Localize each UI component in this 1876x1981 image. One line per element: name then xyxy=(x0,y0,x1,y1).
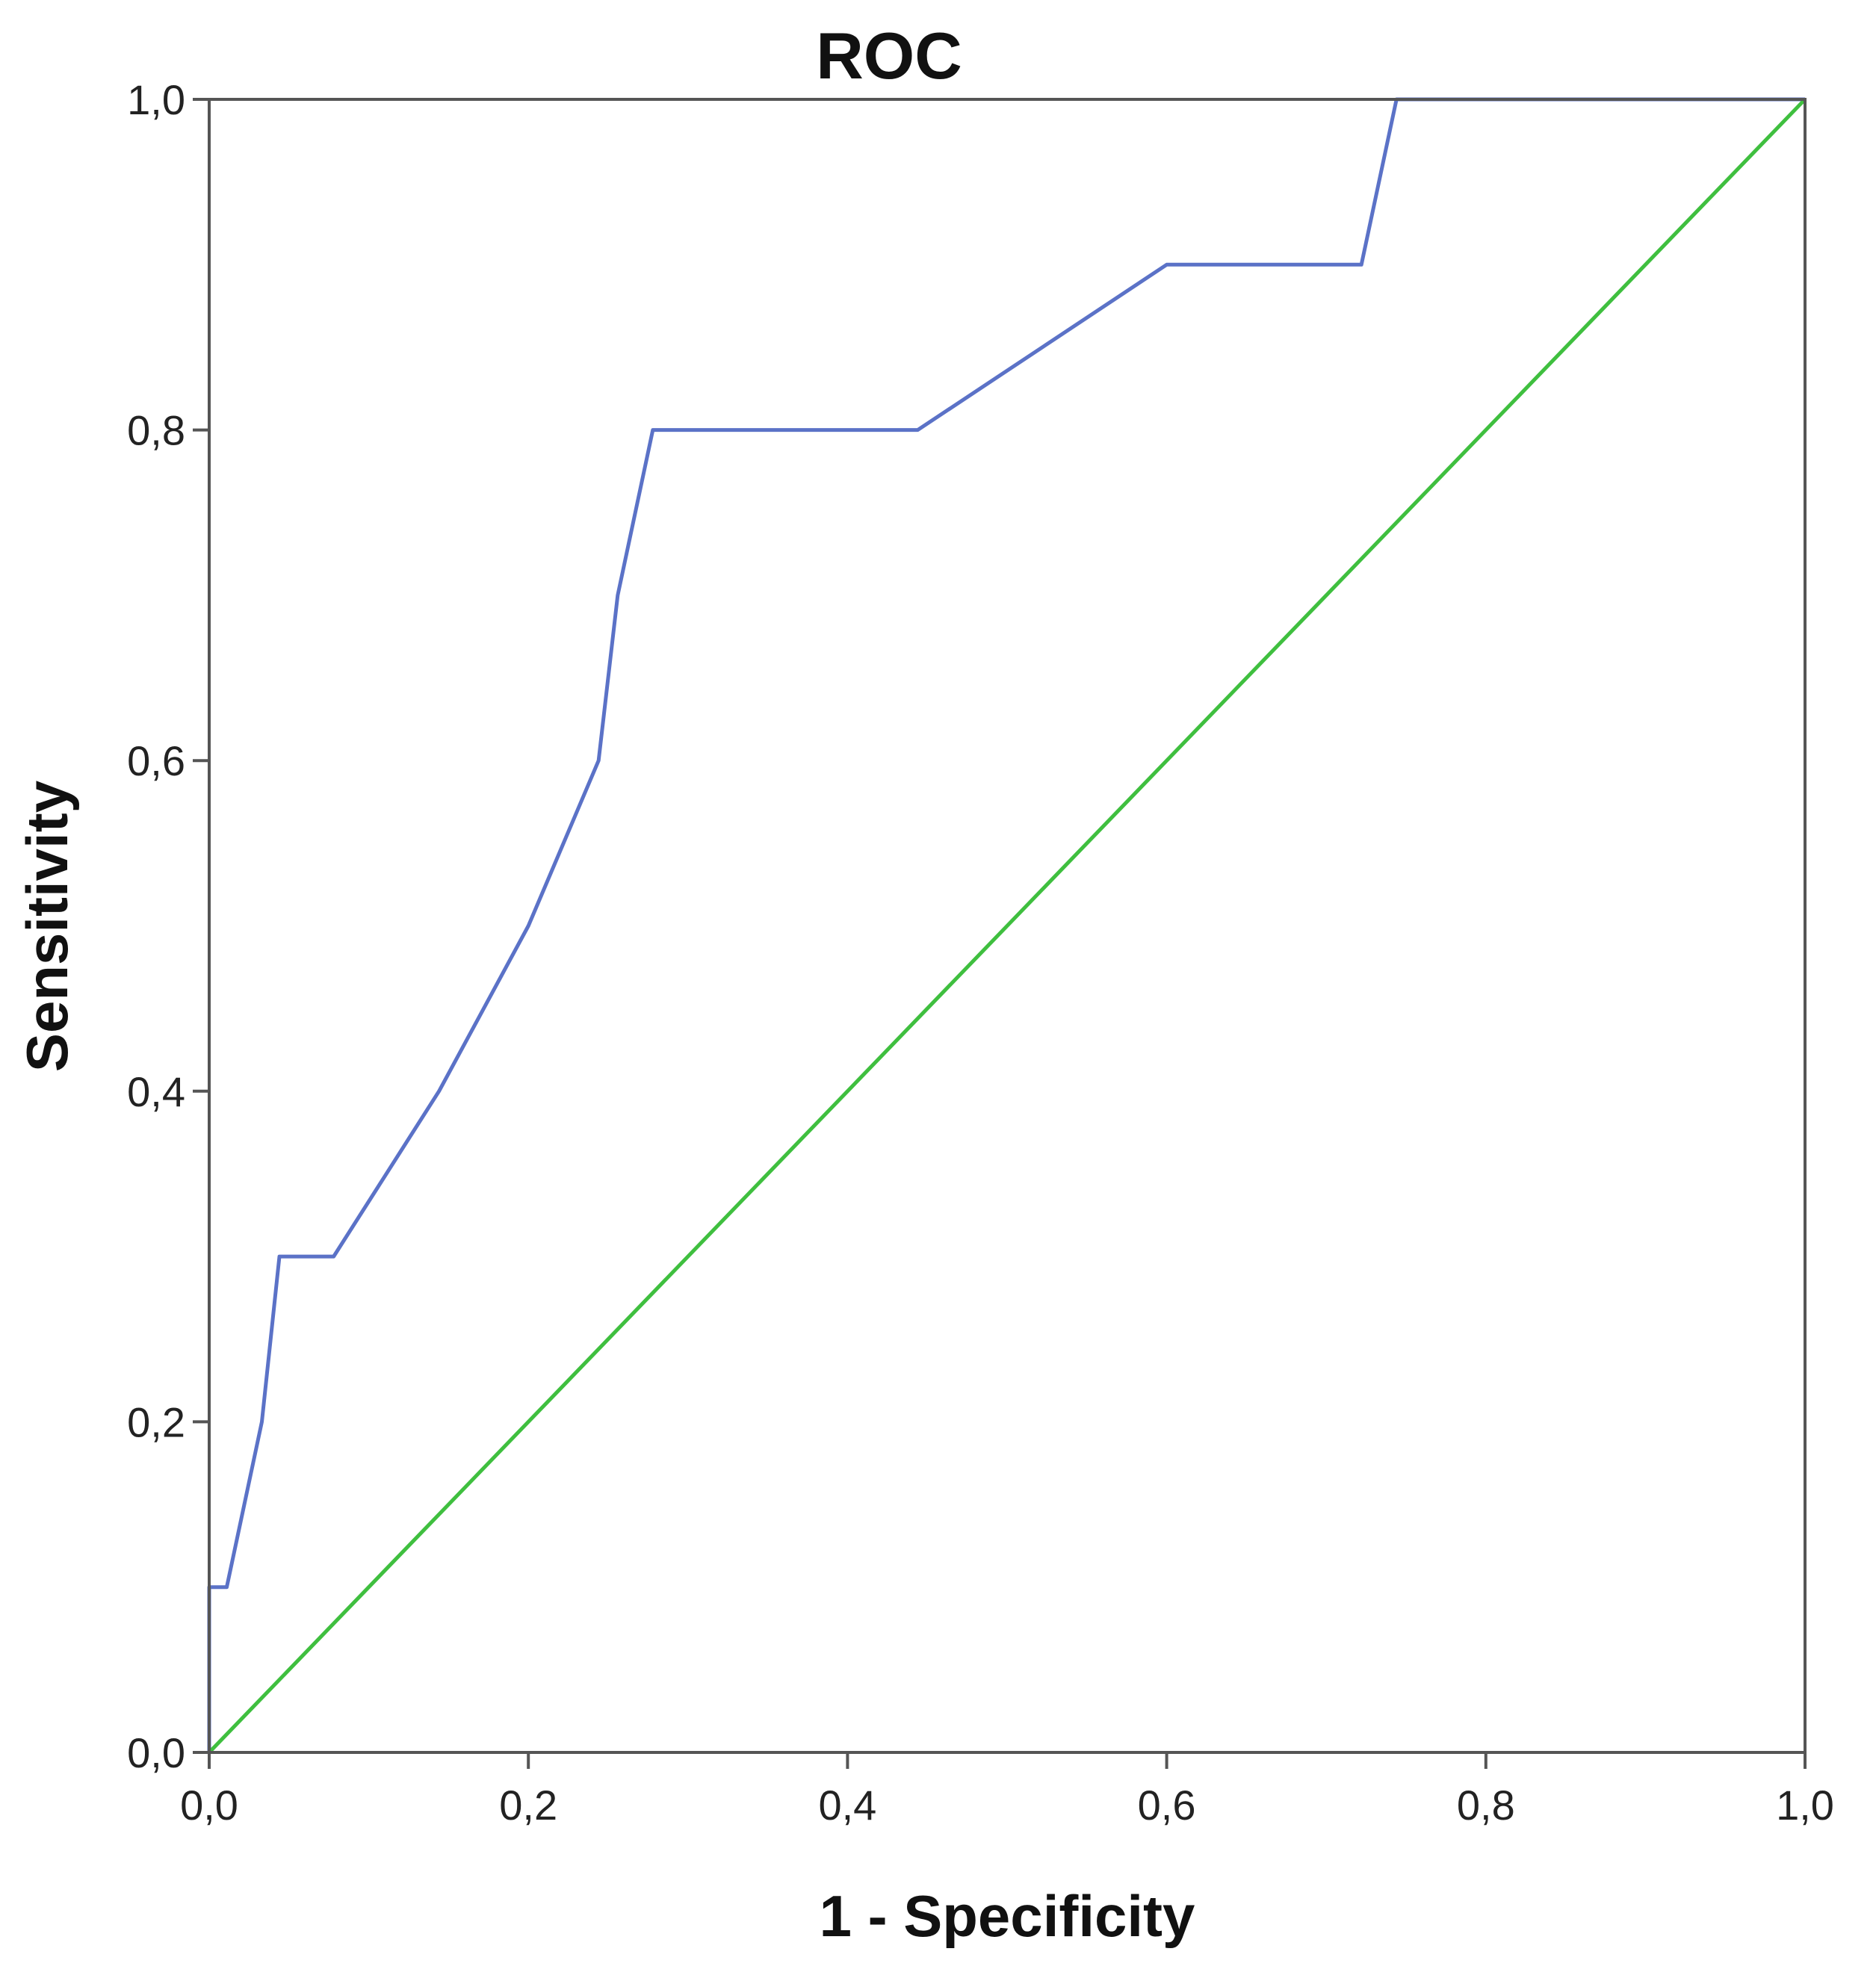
y-axis: 0,0 0,2 0,4 0,6 0,8 1,0 xyxy=(127,76,209,1776)
x-tick-label: 0,0 xyxy=(180,1782,238,1829)
x-axis-label: 1 - Specificity xyxy=(820,1883,1195,1949)
plot-frame xyxy=(208,98,1807,1754)
reference-diagonal-line xyxy=(208,98,1807,1754)
chart-title: ROC xyxy=(816,19,962,93)
x-tick-label: 0,4 xyxy=(818,1782,876,1829)
x-axis: 0,0 0,2 0,4 0,6 0,8 1,0 xyxy=(180,1752,1834,1829)
plot-area xyxy=(207,97,1807,1754)
y-axis-label: Sensitivity xyxy=(14,781,80,1072)
y-tick-label: 0,4 xyxy=(127,1068,185,1115)
y-tick-label: 0,6 xyxy=(127,737,185,784)
x-tick-label: 0,6 xyxy=(1138,1782,1196,1829)
x-tick-label: 0,8 xyxy=(1457,1782,1515,1829)
roc-curve-line xyxy=(207,97,1805,1752)
y-tick-label: 1,0 xyxy=(127,76,185,123)
y-tick-label: 0,2 xyxy=(127,1398,185,1445)
x-tick-label: 0,2 xyxy=(499,1782,557,1829)
y-tick-label: 0,0 xyxy=(127,1729,185,1776)
x-tick-label: 1,0 xyxy=(1776,1782,1834,1829)
y-tick-label: 0,8 xyxy=(127,407,185,454)
